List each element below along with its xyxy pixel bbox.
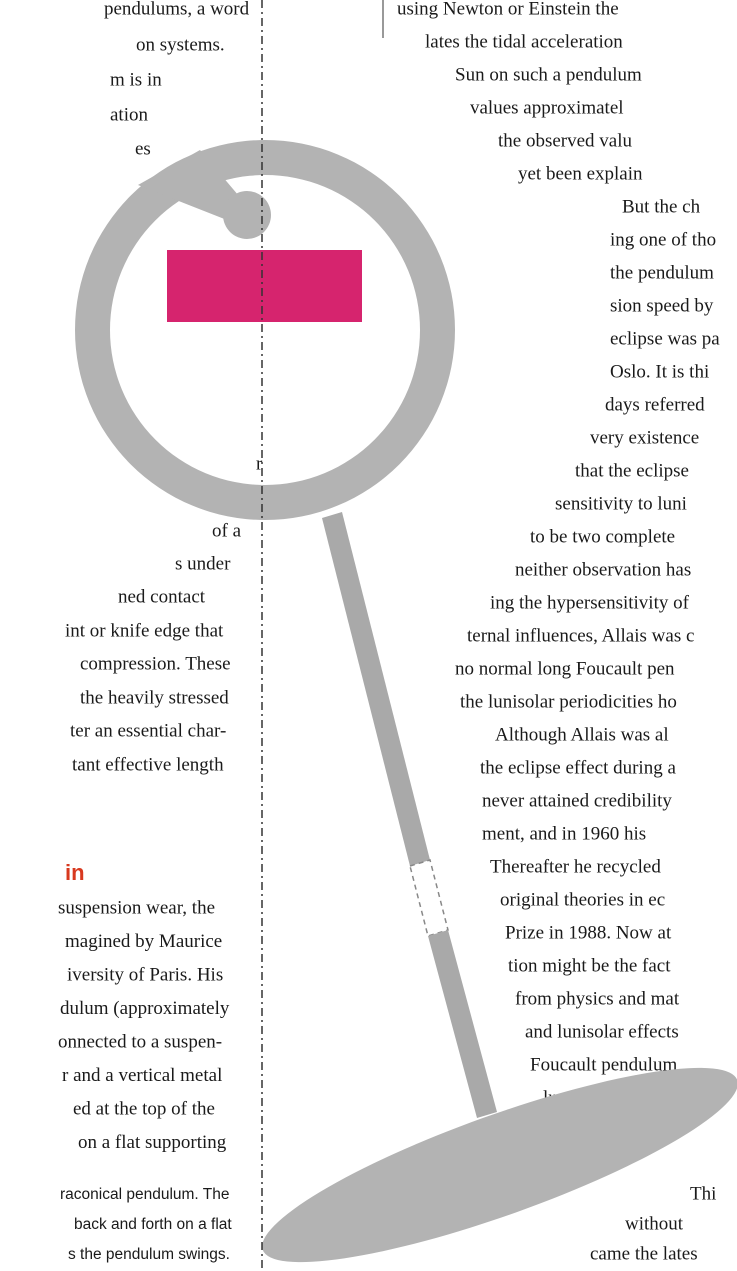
right-line: sensitivity to luni: [555, 493, 687, 514]
ring: [75, 140, 455, 520]
right-line: ment, and in 1960 his: [482, 823, 646, 844]
right-line: Thi: [690, 1183, 716, 1204]
right-line: Foucault pendulum: [530, 1054, 677, 1075]
left-line: on systems.: [136, 34, 225, 55]
right-line: without: [625, 1213, 684, 1234]
right-line: Prize in 1988. Now at: [505, 922, 672, 943]
bob: [262, 1067, 737, 1263]
left-line: iversity of Paris. His: [67, 964, 223, 985]
left-line: ed at the top of the: [73, 1098, 215, 1119]
left-line: suspension wear, the: [58, 897, 215, 918]
right-line: the observed valu: [498, 130, 633, 151]
rod-gap: [409, 859, 449, 937]
right-line: and lunisolar effects: [525, 1021, 679, 1042]
left-line: compression. These: [80, 653, 231, 674]
left-line: int or knife edge that: [65, 620, 224, 641]
left-line: ned contact: [118, 586, 206, 607]
left-line: r and a vertical metal: [62, 1065, 222, 1086]
right-line: sion speed by: [610, 295, 714, 316]
section-heading: in: [65, 860, 85, 885]
left-line: tant effective length: [72, 754, 224, 775]
left-line: onnected to a suspen-: [58, 1031, 222, 1052]
right-line: But the ch: [622, 196, 701, 217]
right-line: that the eclipse: [575, 460, 689, 481]
left-line: s under: [175, 553, 231, 574]
right-line: Oslo. It is thi: [610, 361, 709, 382]
pivot: [223, 191, 271, 239]
pendulum-figure: [75, 140, 737, 1263]
right-line: Thereafter he recycled: [490, 856, 661, 877]
rod-upper: [322, 512, 430, 866]
right-line: lates the tidal acceleration: [425, 31, 623, 52]
rod-lower: [428, 930, 497, 1118]
left-line: of a: [212, 520, 242, 541]
right-line: the lunisolar periodicities ho: [460, 691, 677, 712]
right-line: ing the hypersensitivity of: [490, 592, 690, 613]
right-line: to be two complete: [530, 526, 675, 547]
left-line: ter an essential char-: [70, 720, 226, 741]
right-line: using Newton or Einstein the: [397, 0, 619, 19]
right-line: yet been explain: [518, 163, 643, 184]
right-line: ing one of tho: [610, 229, 716, 250]
right-line: ternal influences, Allais was c: [467, 625, 694, 646]
right-line: no normal long Foucault pen: [455, 658, 675, 679]
right-line: the eclipse effect during a: [480, 757, 676, 778]
left-line: pendulums, a word: [104, 0, 250, 19]
right-line: eclipse was pa: [610, 328, 720, 349]
pink-bar: [167, 250, 362, 322]
left-line: es: [135, 138, 151, 159]
left-line: dulum (approximately: [60, 998, 230, 1019]
right-line: the pendulum: [610, 262, 714, 283]
right-line: days referred: [605, 394, 705, 415]
caption-line: s the pendulum swings.: [68, 1246, 230, 1263]
right-line: Although Allais was al: [495, 724, 669, 745]
right-line: came the lates: [590, 1243, 698, 1264]
right-line: original theories in ec: [500, 889, 665, 910]
left-line: ation: [110, 104, 148, 125]
right-line: tion might be the fact: [508, 955, 671, 976]
caption-line: raconical pendulum. The: [60, 1186, 229, 1203]
left-line: m is in: [110, 69, 162, 90]
left-line: r: [256, 453, 263, 474]
right-line: from physics and mat: [515, 988, 680, 1009]
left-line: magined by Maurice: [65, 931, 222, 952]
right-line: never attained credibility: [482, 790, 672, 811]
left-line: the heavily stressed: [80, 687, 229, 708]
caption-line: back and forth on a flat: [74, 1216, 232, 1233]
left-line: on a flat supporting: [78, 1132, 227, 1153]
right-line: very existence: [590, 427, 699, 448]
right-line: Sun on such a pendulum: [455, 64, 642, 85]
right-line: neither observation has: [515, 559, 691, 580]
right-line: values approximatel: [470, 97, 624, 118]
text-layer: pendulums, a word on systems. m is in ation…: [58, 0, 720, 1264]
